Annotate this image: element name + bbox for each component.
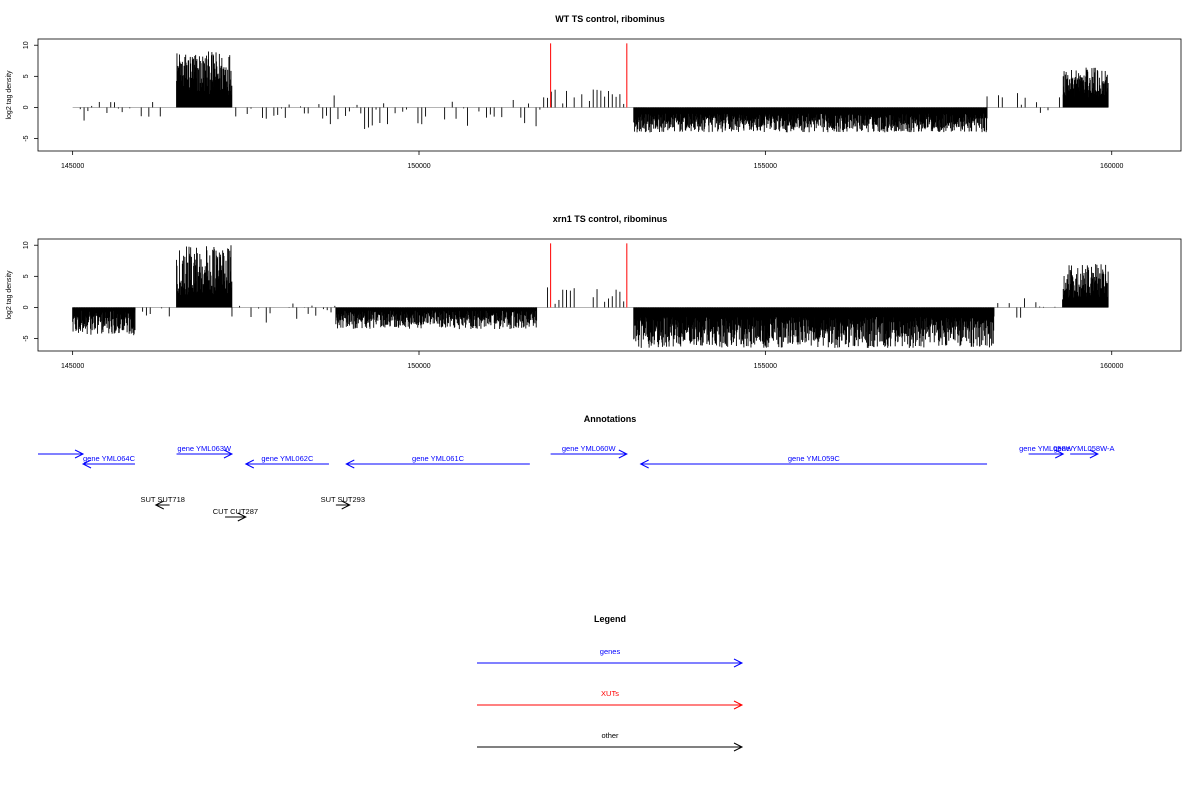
legend-item: other bbox=[477, 731, 744, 752]
x-tick-label: 155000 bbox=[754, 163, 777, 170]
gene-annotation: gene YML062C bbox=[244, 454, 329, 469]
x-tick-label: 160000 bbox=[1100, 363, 1123, 370]
other-label: SUT SUT293 bbox=[321, 495, 365, 504]
plot-frame bbox=[37, 38, 1182, 152]
y-tick-label: -5 bbox=[23, 135, 30, 141]
gene-label: gene YML061C bbox=[412, 454, 465, 463]
legend-item: XUTs bbox=[477, 689, 744, 710]
legend-title: Legend bbox=[594, 614, 626, 624]
other-arrow-head bbox=[341, 500, 351, 510]
legend-label: genes bbox=[600, 647, 621, 656]
gene-label: gene YML060W bbox=[562, 444, 617, 453]
legend: Legend genes XUTs other bbox=[477, 614, 744, 752]
legend-arrow-head bbox=[733, 700, 744, 710]
y-axis: 10 5 0 -5 bbox=[23, 241, 38, 342]
panel-title: xrn1 TS control, ribominus bbox=[553, 214, 668, 224]
x-axis: 145000 150000 155000 160000 bbox=[61, 151, 1124, 170]
gene-arrow-head bbox=[1089, 449, 1099, 459]
x-axis: 145000 150000 155000 160000 bbox=[61, 351, 1124, 370]
other-label: SUT SUT718 bbox=[140, 495, 184, 504]
other-annotation: SUT SUT293 bbox=[321, 495, 365, 510]
other-label: CUT CUT287 bbox=[213, 507, 258, 516]
gene-annotation: gene YML061C bbox=[345, 454, 530, 469]
bars-group bbox=[72, 243, 1109, 348]
other-arrow-head bbox=[154, 500, 164, 510]
gene-label: gene YML063W bbox=[177, 444, 232, 453]
x-tick-label: 145000 bbox=[61, 363, 84, 370]
y-tick-label: 5 bbox=[23, 74, 30, 78]
gene-arrow-head bbox=[639, 459, 649, 469]
legend-items: genes XUTs other bbox=[477, 647, 744, 752]
annotations-title: Annotations bbox=[584, 414, 637, 424]
gene-arrow-head bbox=[345, 459, 355, 469]
y-tick-label: 10 bbox=[23, 241, 30, 249]
gene-label: gene YML058W-A bbox=[1054, 444, 1115, 453]
gene-annotation: gene YML063W bbox=[176, 444, 234, 459]
gene-label: gene YML058W bbox=[1019, 444, 1074, 453]
gene-arrow-head bbox=[74, 449, 85, 459]
panel-xrn1: xrn1 TS control, ribominus 10 5 0 -5 145000… bbox=[6, 214, 1182, 370]
annotation-items: gene YML064C gene YML063W gene YML062C gene… bbox=[38, 444, 1115, 522]
gene-arrow-head bbox=[1055, 449, 1065, 459]
gene-arrow-head bbox=[81, 459, 92, 469]
y-tick-label: 10 bbox=[23, 41, 30, 49]
gene-arrow-head bbox=[618, 449, 628, 459]
bars-group bbox=[72, 43, 1109, 133]
gene-label: gene YML064C bbox=[83, 454, 136, 463]
legend-item: genes bbox=[477, 647, 744, 668]
legend-label: XUTs bbox=[601, 689, 619, 698]
y-axis: 10 5 0 -5 bbox=[23, 41, 38, 142]
y-tick-label: -5 bbox=[23, 335, 30, 341]
gene-label: gene YML059C bbox=[788, 454, 841, 463]
y-tick-label: 5 bbox=[23, 274, 30, 278]
x-tick-label: 150000 bbox=[407, 363, 430, 370]
other-arrow-head bbox=[237, 512, 247, 522]
gene-annotation: gene YML058W bbox=[1019, 444, 1074, 459]
x-tick-label: 145000 bbox=[61, 163, 84, 170]
x-tick-label: 150000 bbox=[407, 163, 430, 170]
other-annotation: SUT SUT718 bbox=[140, 495, 185, 510]
other-annotation: CUT CUT287 bbox=[213, 507, 258, 522]
x-tick-label: 155000 bbox=[754, 363, 777, 370]
gene-arrow-head bbox=[223, 449, 234, 459]
gene-annotation: gene YML058W-A bbox=[1054, 444, 1115, 459]
x-tick-label: 160000 bbox=[1100, 163, 1123, 170]
legend-arrow-head bbox=[733, 658, 744, 668]
panel-title: WT TS control, ribominus bbox=[555, 14, 665, 24]
gene-annotation: gene YML060W bbox=[550, 444, 628, 459]
legend-arrow-head bbox=[733, 742, 744, 752]
legend-label: other bbox=[601, 731, 619, 740]
gene-arrow-head bbox=[244, 459, 255, 469]
gene-annotation: gene YML064C bbox=[81, 454, 136, 469]
gene-annotation bbox=[38, 449, 85, 459]
gene-label: gene YML062C bbox=[261, 454, 314, 463]
y-tick-label: 0 bbox=[23, 105, 30, 109]
y-tick-label: 0 bbox=[23, 305, 30, 309]
gene-annotation: gene YML059C bbox=[639, 454, 988, 469]
y-axis-label: log2 tag density bbox=[6, 70, 13, 120]
y-axis-label: log2 tag density bbox=[6, 270, 13, 320]
plot-frame bbox=[37, 238, 1182, 352]
panel-wt: WT TS control, ribominus 10 5 0 -5 145000 15… bbox=[6, 14, 1182, 170]
